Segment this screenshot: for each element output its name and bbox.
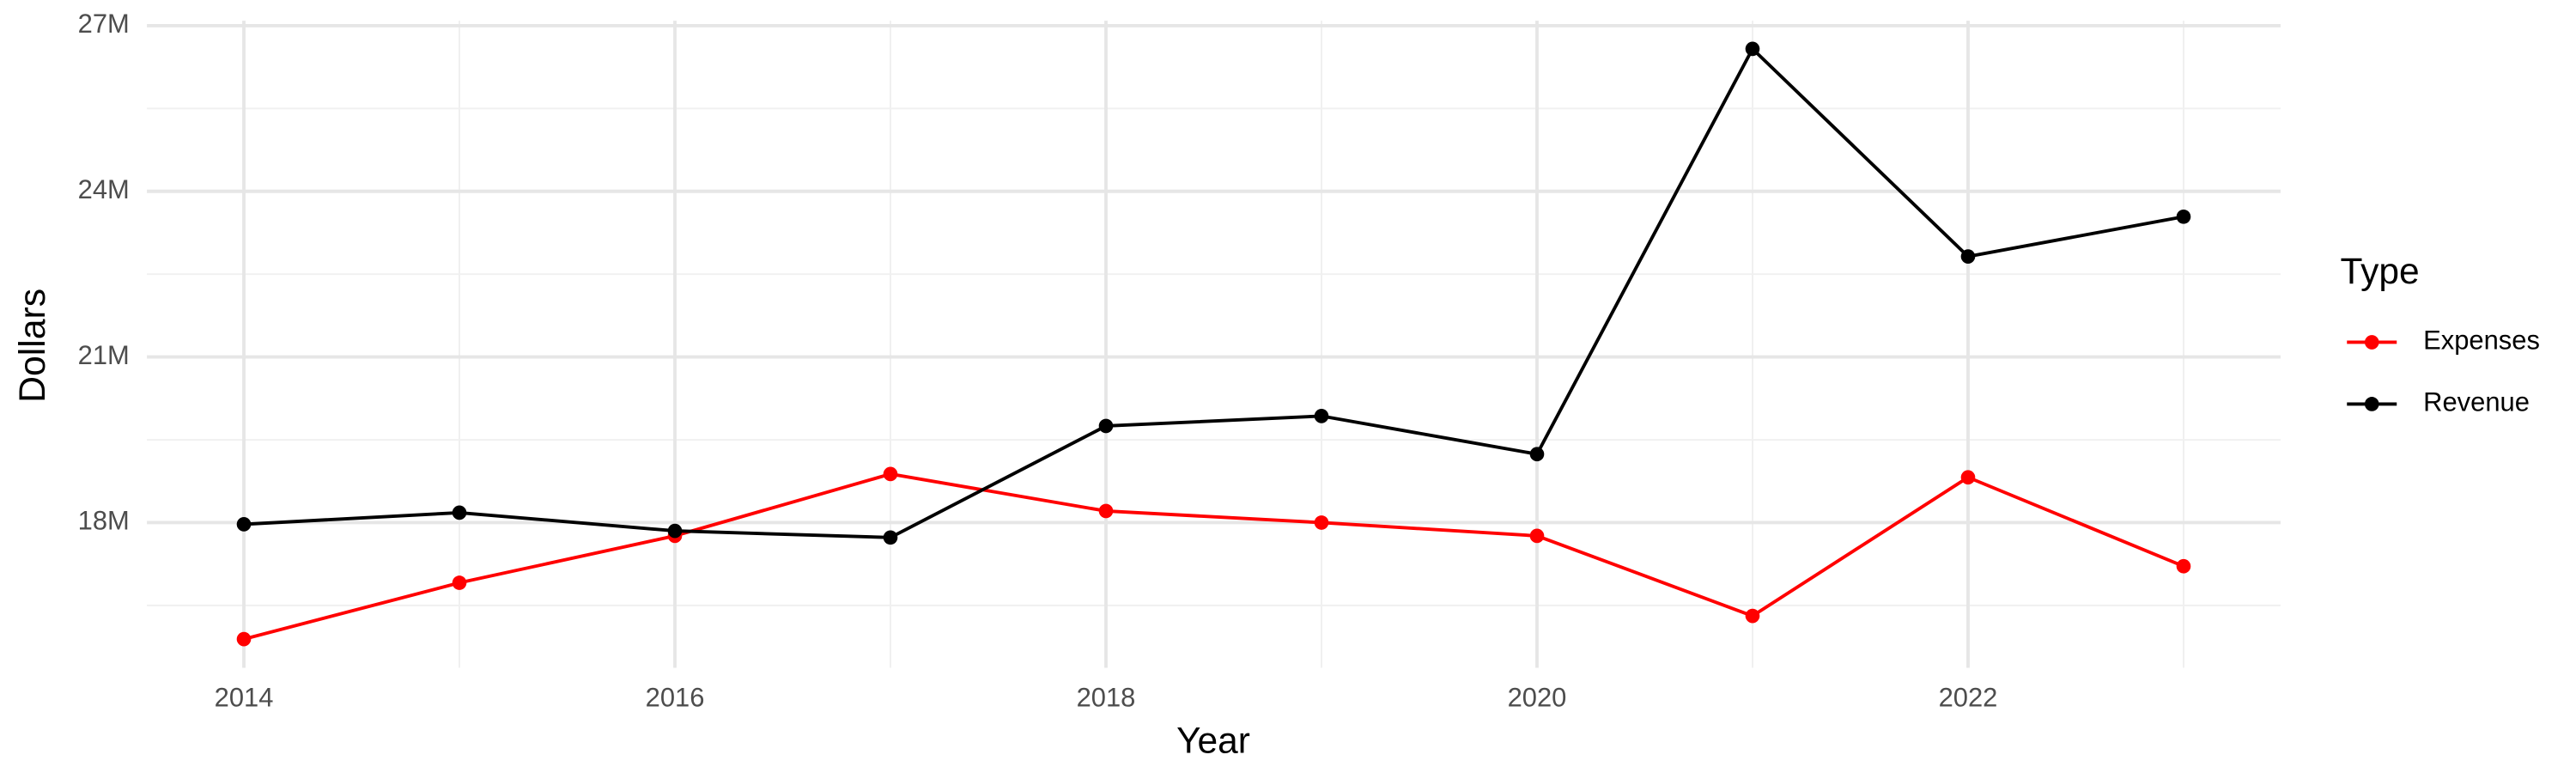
marks [236, 41, 2191, 647]
y-tick-label: 24M [78, 174, 130, 204]
x-tick-label: 2016 [646, 683, 705, 713]
y-axis-title: Dollars [12, 289, 53, 403]
data-point [667, 523, 683, 539]
data-point [1960, 470, 1976, 485]
legend-label: Expenses [2423, 326, 2540, 356]
data-point [1745, 41, 1760, 57]
x-tick-label: 2014 [215, 683, 274, 713]
data-point [1314, 515, 1329, 530]
data-point [1745, 608, 1760, 624]
data-point [452, 575, 467, 590]
y-tick-label: 18M [78, 506, 130, 536]
data-point [1098, 418, 1114, 434]
data-point [1314, 409, 1329, 423]
data-point [1529, 528, 1545, 544]
data-point [1960, 249, 1976, 264]
data-point [1529, 447, 1545, 462]
y-tick-label: 21M [78, 340, 130, 370]
data-point [452, 505, 467, 520]
data-point [883, 466, 898, 482]
x-tick-label: 2022 [1939, 683, 1998, 713]
legend-label: Revenue [2423, 387, 2530, 417]
series-line [243, 472, 2184, 641]
data-point [236, 517, 252, 532]
data-point [883, 530, 898, 545]
x-axis-title: Year [1176, 720, 1250, 761]
data-point [2176, 209, 2191, 224]
legend-key-point [2364, 335, 2379, 350]
data-point [236, 631, 252, 647]
legend-key-point [2364, 397, 2379, 411]
series-line [243, 46, 2184, 539]
grid [147, 21, 2281, 668]
data-point [1098, 503, 1114, 519]
legend-title: Type [2341, 251, 2420, 292]
x-tick-label: 2020 [1508, 683, 1567, 713]
x-tick-label: 2018 [1077, 683, 1136, 713]
y-tick-label: 27M [78, 9, 130, 39]
data-point [2176, 558, 2191, 574]
